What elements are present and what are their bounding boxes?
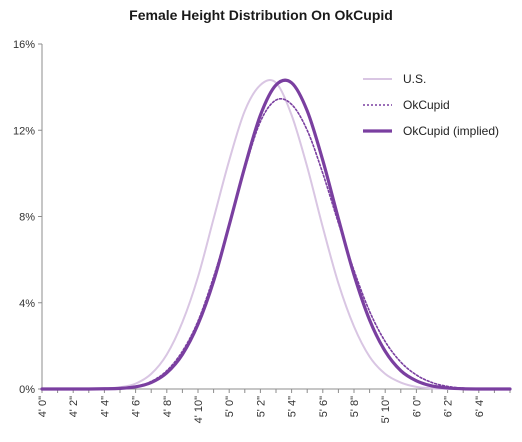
y-axis: 0% 4% 8% 12% 16% xyxy=(13,39,43,396)
legend-label-1: U.S. xyxy=(403,72,426,86)
x-tick-label: 4' 4" xyxy=(99,396,111,417)
x-tick-label: 4' 2" xyxy=(68,396,80,417)
x-tick-label: 5' 0" xyxy=(224,396,236,417)
series-line-2 xyxy=(41,98,511,390)
x-tick-label: 5' 10" xyxy=(380,396,392,424)
legend-label-3: OkCupid (implied) xyxy=(403,124,499,138)
y-tick-label: 12% xyxy=(13,125,35,137)
y-tick-label: 16% xyxy=(13,39,35,51)
y-tick-label: 8% xyxy=(19,212,35,224)
x-tick-label: 6' 0" xyxy=(411,396,423,417)
x-tick-label: 4' 6" xyxy=(131,396,143,417)
chart-title: Female Height Distribution On OkCupid xyxy=(129,7,393,23)
x-tick-label: 4' 10" xyxy=(193,396,205,424)
x-tick-label: 5' 6" xyxy=(318,396,330,417)
x-tick-label: 4' 0" xyxy=(37,396,49,417)
x-tick-label: 5' 2" xyxy=(255,396,267,417)
x-tick-label: 5' 8" xyxy=(349,396,361,417)
y-tick-label: 0% xyxy=(19,384,35,396)
legend-label-2: OkCupid xyxy=(403,98,450,112)
legend: U.S. OkCupid OkCupid (implied) xyxy=(363,72,499,138)
series-line-3 xyxy=(40,78,512,391)
y-tick-label: 4% xyxy=(19,298,35,310)
series-layer xyxy=(40,78,512,391)
x-tick-label: 5' 4" xyxy=(287,396,299,417)
x-axis: 4' 0" 4' 2" 4' 4" 4' 6" 4' 8" 4' 10" 5' 0" 5' 2… xyxy=(37,388,511,424)
x-tick-label: 6' 2" xyxy=(443,396,455,417)
x-tick-label: 4' 8" xyxy=(162,396,174,417)
x-tick-label: 6' 4" xyxy=(474,396,486,417)
